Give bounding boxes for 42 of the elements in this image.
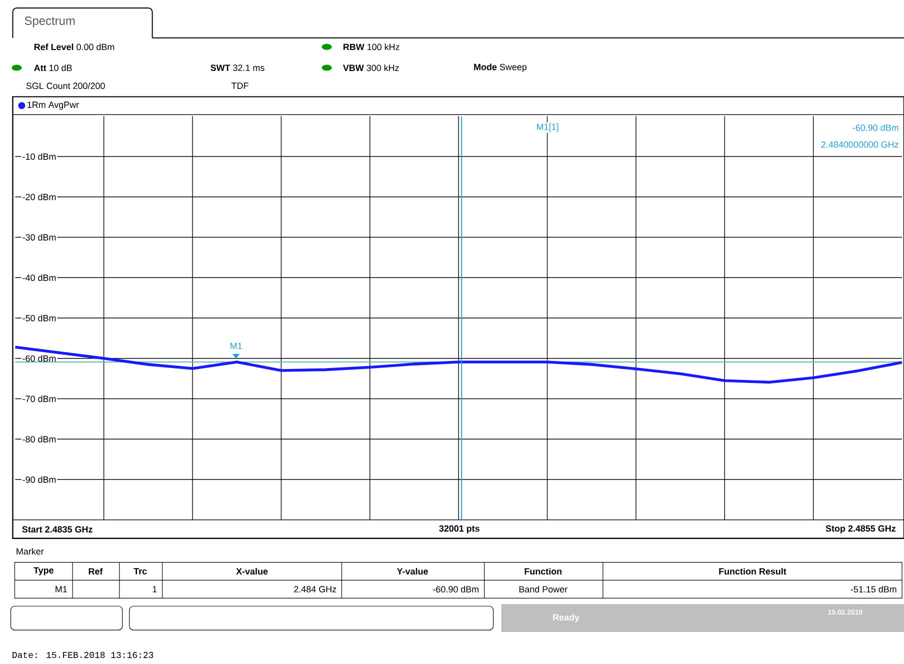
text: Att 10 dB bbox=[34, 64, 72, 72]
text: SWT 32.1 ms bbox=[210, 64, 264, 71]
text: VBW 300 kHz bbox=[342, 64, 399, 72]
legend-label: 1Rm AvgPwr bbox=[28, 102, 79, 110]
text: Date: 15.FEB.2018 13:16:23 bbox=[12, 652, 154, 658]
chart-title: Spectrum bbox=[24, 16, 75, 28]
text: X-value bbox=[236, 568, 268, 575]
text: Stop 2.4855 GHz bbox=[826, 525, 896, 534]
y-tick-label: -90 dBm bbox=[22, 476, 56, 483]
text: Ref bbox=[88, 568, 103, 575]
text: Ready bbox=[553, 614, 580, 622]
text: Y-value bbox=[396, 568, 428, 575]
text: Trc bbox=[134, 568, 147, 574]
y-tick-label: -60 dBm bbox=[22, 355, 56, 362]
annotation: -60.90 dBm bbox=[852, 124, 898, 131]
y-tick-label: -30 dBm bbox=[22, 234, 56, 241]
text: Function bbox=[524, 568, 562, 575]
y-tick-label: -20 dBm bbox=[22, 194, 56, 200]
annotation: 2.4840000000 GHz bbox=[821, 141, 898, 148]
y-tick-label: -80 dBm bbox=[22, 436, 56, 442]
y-tick-label: -10 dBm bbox=[22, 153, 56, 160]
text: SGL Count 200/200 bbox=[26, 82, 105, 90]
text: 2.484 GHz bbox=[294, 586, 336, 592]
text: 32001 pts bbox=[439, 525, 480, 534]
text: Band Power bbox=[519, 586, 568, 592]
text: 1 bbox=[152, 586, 157, 592]
y-tick-label: -40 dBm bbox=[22, 274, 56, 281]
text: Marker bbox=[16, 548, 44, 555]
text: Mode Sweep bbox=[474, 64, 526, 72]
text: Function Result bbox=[719, 568, 786, 575]
text: M1 bbox=[56, 586, 67, 592]
text: -51.15 dBm bbox=[850, 586, 896, 592]
text: Start 2.4835 GHz bbox=[22, 526, 92, 533]
text: RBW 100 kHz bbox=[344, 44, 400, 50]
y-tick-label: -70 dBm bbox=[22, 395, 56, 402]
text: Type bbox=[34, 567, 54, 576]
annotation: M1 bbox=[230, 342, 242, 350]
annotation: M1[1] bbox=[537, 123, 558, 132]
y-tick-label: -50 dBm bbox=[22, 314, 56, 322]
text: Ref Level 0.00 dBm bbox=[34, 44, 114, 50]
text: -60.90 dBm bbox=[433, 586, 479, 592]
text: TDF bbox=[231, 82, 248, 89]
